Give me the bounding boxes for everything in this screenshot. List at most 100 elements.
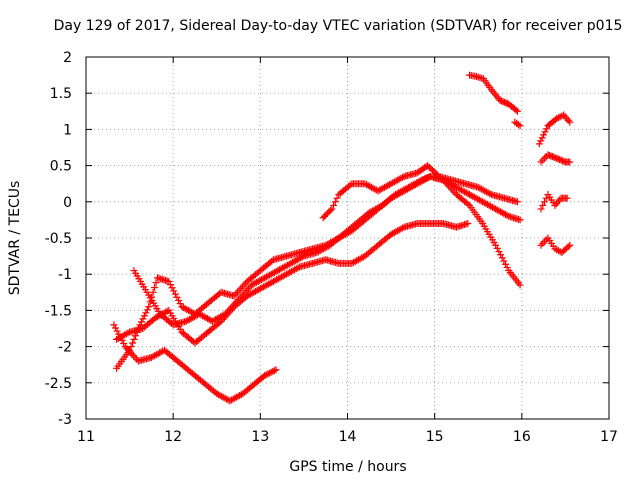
data-point (537, 158, 545, 166)
data-point (267, 368, 275, 376)
data-point (298, 253, 306, 261)
data-point (539, 201, 547, 209)
data-point (537, 241, 545, 249)
data-point (561, 113, 569, 121)
y-tick-label: -1.5 (45, 303, 72, 319)
data-point (497, 251, 505, 259)
y-tick-label: 1 (63, 122, 72, 138)
data-point (540, 131, 548, 139)
chart-title: Day 129 of 2017, Sidereal Day-to-day VTE… (54, 18, 623, 34)
data-point (429, 166, 437, 174)
data-point (136, 321, 144, 329)
y-tick-label: 1.5 (50, 86, 72, 102)
data-point (564, 243, 572, 251)
data-point (516, 281, 524, 289)
data-point (486, 190, 494, 198)
grid (86, 57, 609, 419)
data-point (139, 315, 147, 323)
data-point (152, 279, 160, 287)
data-point (425, 163, 433, 171)
data-point (493, 244, 501, 252)
data-point (113, 327, 121, 335)
data-point (294, 264, 302, 272)
data-point (535, 140, 543, 148)
y-tick-label: -2 (58, 340, 72, 356)
y-tick-labels: -3 -2.5 -2 -1.5 -1 -0.5 0 0.5 1 1.5 2 (45, 50, 72, 428)
data-point (503, 263, 511, 271)
data-point (498, 254, 506, 262)
series-arc-e (319, 162, 521, 222)
data-point (451, 189, 459, 197)
data-point (501, 260, 509, 268)
y-tick-label: -1 (58, 267, 72, 283)
y-tick-label: 2 (63, 50, 72, 66)
data-point (261, 372, 269, 380)
data-point (170, 287, 178, 295)
data-point (330, 201, 338, 209)
data-point (464, 220, 472, 228)
data-point (137, 318, 145, 326)
data-point (503, 211, 511, 219)
data-point (110, 321, 118, 329)
data-point (416, 177, 424, 185)
series-arc-a (110, 321, 280, 405)
data-point (173, 293, 181, 301)
data-point (129, 352, 137, 360)
axis-ticks (85, 56, 610, 420)
series-arc-g (511, 118, 524, 130)
data-point (145, 303, 153, 311)
data-point (175, 296, 183, 304)
data-point (541, 128, 549, 136)
series-arc-b (113, 172, 524, 372)
data-point (512, 106, 520, 114)
data-point (566, 241, 574, 249)
x-tick-label: 17 (600, 429, 618, 445)
data-point (328, 205, 336, 213)
data-point (492, 241, 500, 249)
data-point (540, 198, 548, 206)
data-point (556, 196, 564, 204)
data-point (543, 125, 551, 133)
data-point (399, 224, 407, 232)
data-point (151, 283, 159, 291)
y-tick-label: -2.5 (45, 376, 72, 392)
data-point (143, 306, 151, 314)
data-point (464, 200, 472, 208)
data-point (566, 158, 574, 166)
data-point (142, 309, 150, 317)
x-tick-label: 12 (164, 429, 182, 445)
data-point (130, 335, 138, 343)
data-point (331, 198, 339, 206)
data-point (140, 312, 148, 320)
data-point (432, 169, 440, 177)
data-point (269, 367, 277, 375)
series-arc-h (535, 111, 574, 148)
data-point (131, 353, 139, 361)
y-tick-label: 0.5 (50, 159, 72, 175)
data-point (133, 355, 141, 363)
data-point (112, 324, 120, 332)
data-point (326, 206, 334, 214)
data-point (127, 343, 135, 351)
data-point (149, 288, 157, 296)
data-point (430, 168, 438, 176)
data-point (424, 162, 432, 170)
data-point (538, 134, 546, 142)
data-point (513, 107, 521, 115)
x-tick-label: 13 (251, 429, 269, 445)
data-point (554, 198, 562, 206)
data-point (264, 370, 272, 378)
data-point (120, 339, 128, 347)
data-point (500, 257, 508, 265)
data-point (124, 329, 132, 337)
x-tick-label: 16 (513, 429, 531, 445)
data-point (495, 248, 503, 256)
data-point (333, 194, 341, 202)
data-point (266, 369, 274, 377)
series-arc-d (113, 220, 472, 347)
y-tick-label: -0.5 (45, 231, 72, 247)
x-tick-label: 14 (339, 429, 357, 445)
data-point (176, 300, 184, 308)
series-arc-c (130, 172, 524, 329)
